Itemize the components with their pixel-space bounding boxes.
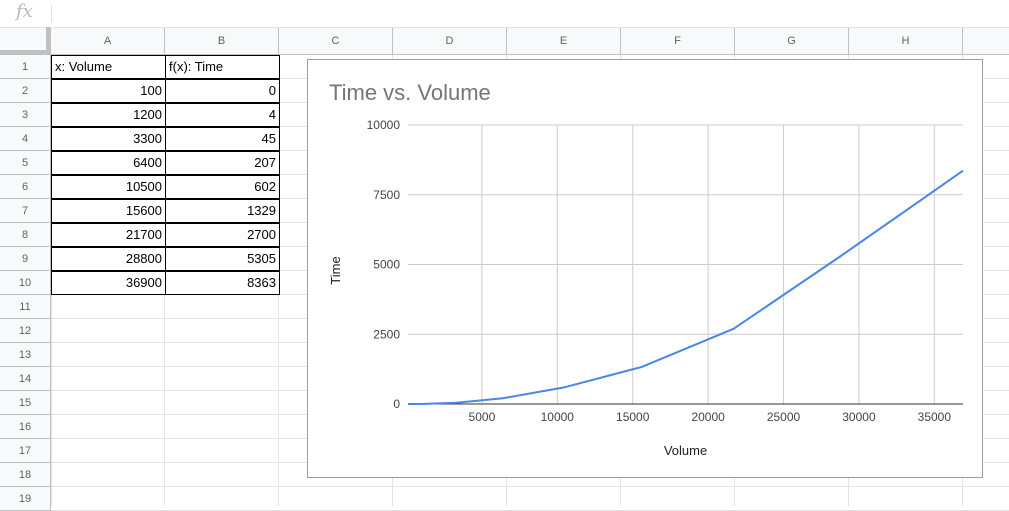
cell-a10[interactable]: 36900 [51,271,166,295]
row-header-14[interactable]: 14 [0,367,51,391]
x-tick-label: 25000 [767,410,801,424]
column-header-partial[interactable] [963,28,1009,55]
row-header-5[interactable]: 5 [0,151,51,175]
cell-b9[interactable]: 5305 [165,247,280,271]
column-header-a[interactable]: A [51,28,165,55]
cell-b2[interactable]: 0 [165,79,280,103]
row-header-1[interactable]: 1 [0,55,51,79]
formula-input[interactable] [56,3,1000,26]
row-header-2[interactable]: 2 [0,79,51,103]
y-tick-label: 0 [393,397,400,411]
cell-b5[interactable]: 207 [165,151,280,175]
y-tick-label: 5000 [373,258,400,272]
cell-a9[interactable]: 28800 [51,247,166,271]
column-header-b[interactable]: B [165,28,279,55]
row-header-12[interactable]: 12 [0,319,51,343]
x-tick-label: 15000 [616,410,650,424]
freeze-row-handle[interactable] [0,50,50,54]
x-axis-label: Volume [664,443,707,458]
cell-a2[interactable]: 100 [51,79,166,103]
cell-a5[interactable]: 6400 [51,151,166,175]
row-header-18[interactable]: 18 [0,463,51,487]
cell-b10[interactable]: 8363 [165,271,280,295]
cell-b1[interactable]: f(x): Time [165,55,280,79]
row-header-11[interactable]: 11 [0,295,51,319]
row-header-7[interactable]: 7 [0,199,51,223]
cell-b8[interactable]: 2700 [165,223,280,247]
select-all-corner[interactable] [0,28,51,55]
y-axis-label: Time [328,256,343,284]
chart-container[interactable]: Time vs. Volume 0 2500 5000 7500 10000 5000 100… [307,59,983,478]
x-tick-label: 20000 [691,410,725,424]
cell-a8[interactable]: 21700 [51,223,166,247]
row-header-19[interactable]: 19 [0,487,51,511]
cell-a6[interactable]: 10500 [51,175,166,199]
cell-b3[interactable]: 4 [165,103,280,127]
x-tick-label: 30000 [842,410,876,424]
row-header-15[interactable]: 15 [0,391,51,415]
row-header-6[interactable]: 6 [0,175,51,199]
cell-a4[interactable]: 3300 [51,127,166,151]
formula-bar-divider [51,5,52,22]
row-header-17[interactable]: 17 [0,439,51,463]
column-header-g[interactable]: G [735,28,849,55]
y-tick-label: 2500 [373,327,400,341]
x-tick-label: 35000 [918,410,952,424]
row-header-9[interactable]: 9 [0,247,51,271]
row-header-13[interactable]: 13 [0,343,51,367]
row-header-4[interactable]: 4 [0,127,51,151]
x-tick-label: 10000 [541,410,575,424]
chart-title: Time vs. Volume [329,80,491,105]
cell-a3[interactable]: 1200 [51,103,166,127]
column-header-d[interactable]: D [393,28,507,55]
grid-row-line [51,486,1009,487]
line-chart: Time vs. Volume 0 2500 5000 7500 10000 5000 100… [308,60,984,479]
x-tick-label: 5000 [469,410,496,424]
y-tick-label: 7500 [373,188,400,202]
cell-b4[interactable]: 45 [165,127,280,151]
fx-icon: fx [16,1,33,22]
column-header-h[interactable]: H [849,28,963,55]
row-header-16[interactable]: 16 [0,415,51,439]
formula-bar: fx [0,0,1009,28]
y-tick-label: 10000 [367,118,401,132]
cell-a1[interactable]: x: Volume [51,55,166,79]
cell-b6[interactable]: 602 [165,175,280,199]
cell-a7[interactable]: 15600 [51,199,166,223]
row-header-8[interactable]: 8 [0,223,51,247]
row-header-3[interactable]: 3 [0,103,51,127]
column-header-f[interactable]: F [621,28,735,55]
series-line [408,171,963,404]
column-header-c[interactable]: C [279,28,393,55]
cell-b7[interactable]: 1329 [165,199,280,223]
row-header-10[interactable]: 10 [0,271,51,295]
column-header-e[interactable]: E [507,28,621,55]
